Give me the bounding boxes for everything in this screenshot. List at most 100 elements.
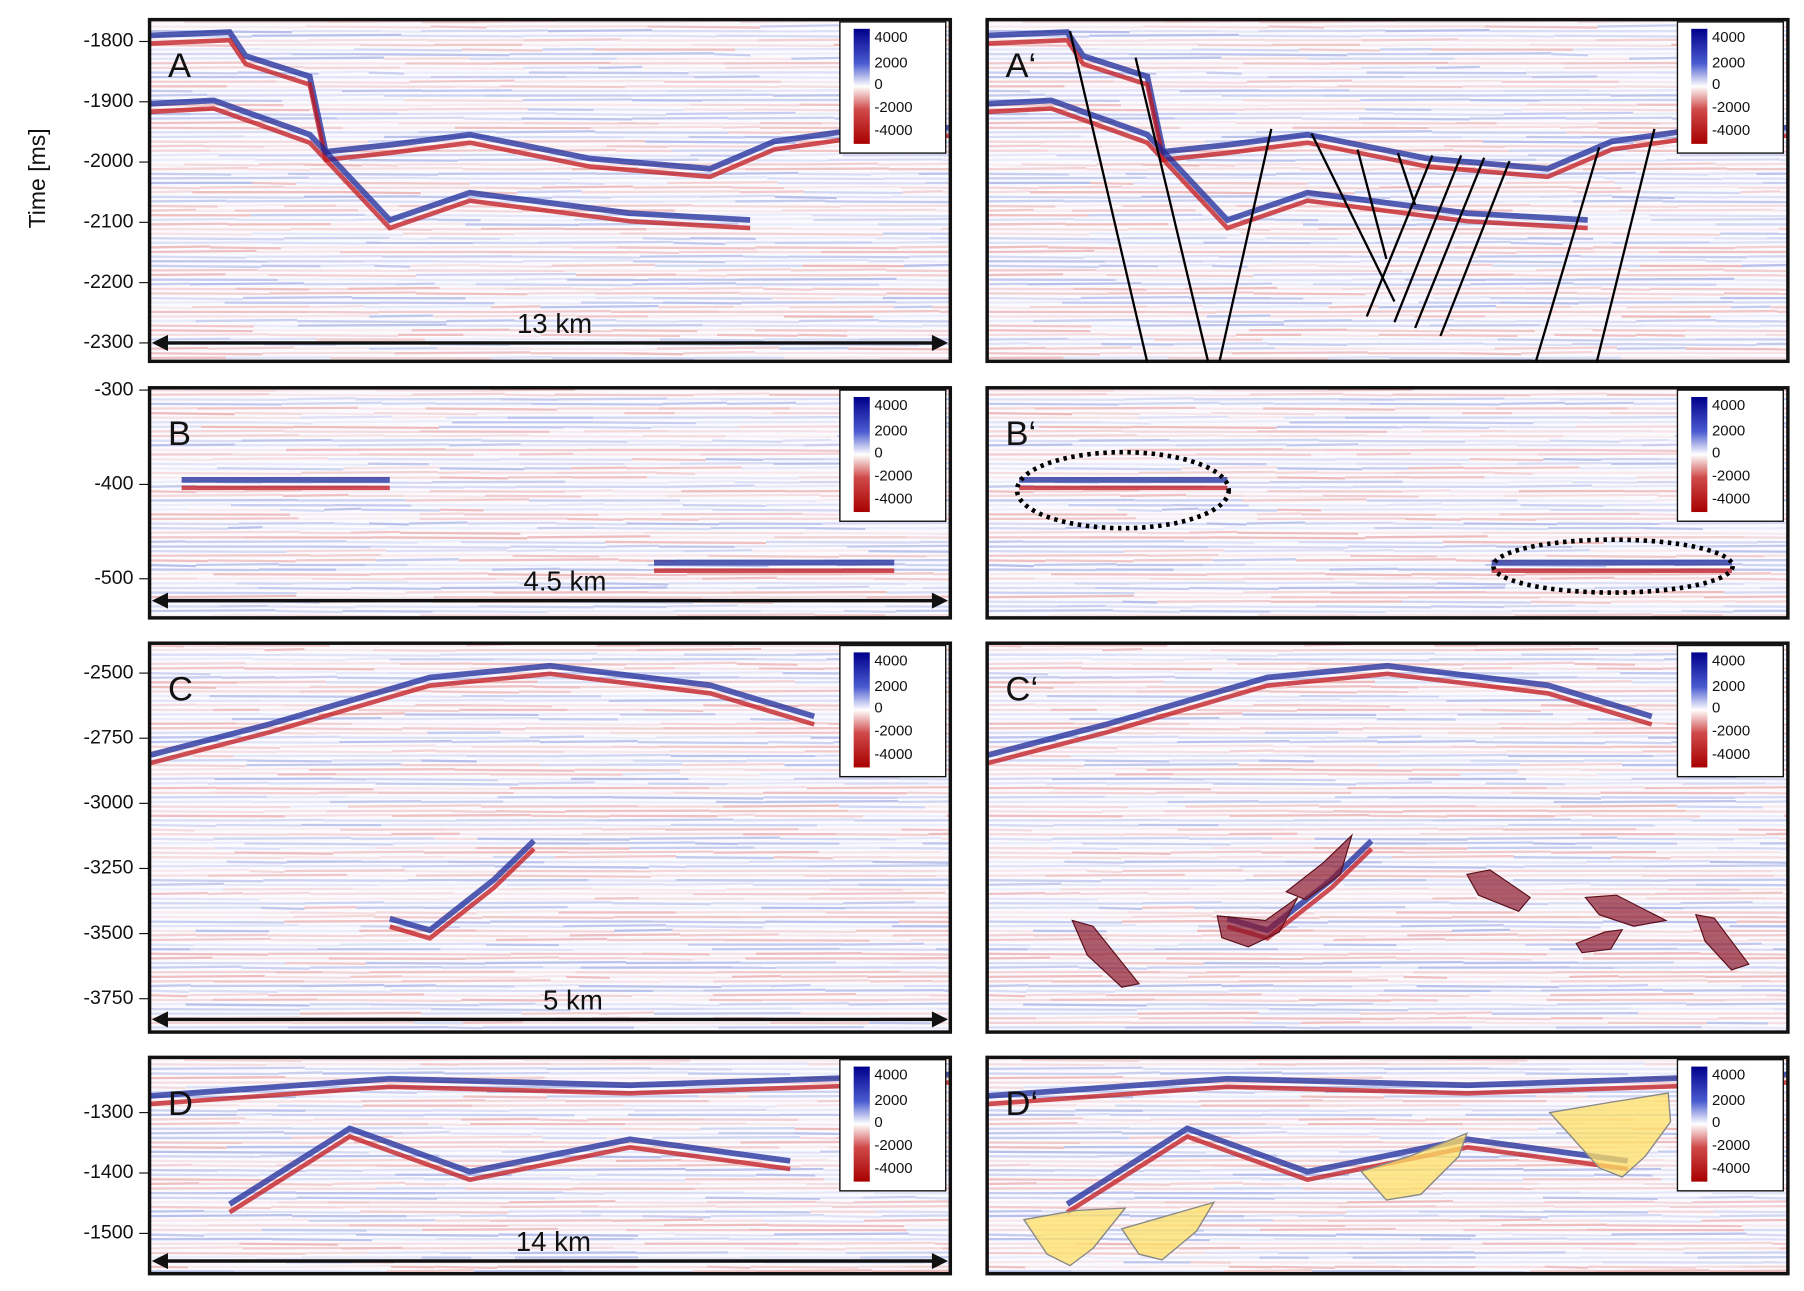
reflector xyxy=(578,984,722,989)
reflector xyxy=(432,609,549,614)
reflector xyxy=(1021,163,1097,167)
reflector xyxy=(1485,782,1565,786)
reflector xyxy=(149,300,225,304)
reflector xyxy=(1149,577,1243,581)
reflector xyxy=(1239,727,1363,731)
reflector xyxy=(401,979,551,983)
reflector xyxy=(719,1002,849,1006)
reflector xyxy=(818,850,942,854)
reflector xyxy=(773,856,833,860)
reflector xyxy=(281,401,383,406)
reflector xyxy=(1537,671,1621,675)
reflector xyxy=(987,443,1073,447)
reflector xyxy=(1661,1215,1720,1219)
reflector xyxy=(1283,319,1352,323)
reflector xyxy=(1034,406,1196,410)
reflector xyxy=(185,1003,310,1007)
reflector xyxy=(207,891,243,896)
colorbar-label: 2000 xyxy=(874,1092,907,1109)
reflector xyxy=(439,476,508,480)
reflector xyxy=(149,530,301,534)
reflector xyxy=(149,490,197,494)
reflector xyxy=(490,305,541,309)
seismic-texture xyxy=(149,1057,951,1274)
reflector xyxy=(1354,190,1420,194)
reflector xyxy=(461,1117,538,1121)
reflector xyxy=(1470,185,1570,189)
reflector xyxy=(987,952,1106,956)
reflector xyxy=(149,296,244,301)
reflector xyxy=(899,971,951,974)
reflector xyxy=(1269,690,1357,694)
reflector xyxy=(655,735,811,739)
reflector xyxy=(1375,240,1511,244)
reflector xyxy=(1135,517,1258,521)
reflector xyxy=(1559,125,1599,129)
reflector xyxy=(1023,540,1184,544)
reflector xyxy=(987,984,1029,988)
reflector xyxy=(1562,258,1707,263)
reflector xyxy=(1237,66,1361,70)
reflector xyxy=(1554,813,1592,817)
reflector xyxy=(1137,415,1230,419)
y-tick-label: -500 xyxy=(94,567,133,589)
reflector xyxy=(460,1214,507,1218)
reflector xyxy=(712,992,857,997)
reflector xyxy=(1245,269,1403,273)
reflector xyxy=(1246,581,1357,585)
reflector xyxy=(1731,305,1771,309)
reflector xyxy=(149,130,293,134)
reflector xyxy=(1504,181,1615,185)
reflector xyxy=(1095,586,1189,591)
reflector xyxy=(1503,925,1601,929)
colorbar-label: -4000 xyxy=(874,746,912,763)
reflector xyxy=(1678,309,1778,314)
reflector xyxy=(689,1058,842,1062)
reflector xyxy=(595,291,740,295)
reflector xyxy=(397,112,556,116)
reflector xyxy=(731,974,781,978)
reflector xyxy=(1474,647,1599,652)
reflector xyxy=(281,98,405,102)
reflector xyxy=(149,814,285,818)
reflector xyxy=(1593,952,1700,955)
reflector xyxy=(149,522,239,526)
reflector xyxy=(1733,609,1788,613)
reflector xyxy=(1156,70,1207,74)
reflector xyxy=(987,1150,1145,1154)
reflector xyxy=(1411,573,1525,577)
reflector xyxy=(149,172,232,176)
reflector xyxy=(1358,443,1518,447)
reflector xyxy=(1529,43,1672,48)
reflector xyxy=(987,1086,1024,1090)
reflector xyxy=(763,287,813,291)
reflector xyxy=(651,1067,732,1071)
reflector xyxy=(347,286,440,290)
reflector xyxy=(862,814,947,818)
reflector xyxy=(1485,314,1622,318)
reflector xyxy=(1715,162,1788,166)
reflector xyxy=(1487,920,1603,924)
reflector xyxy=(987,249,1095,254)
reflector xyxy=(987,337,1068,341)
reflector xyxy=(1449,796,1601,800)
colorbar-label: 0 xyxy=(1712,700,1720,717)
reflector xyxy=(708,554,839,559)
strong-reflector xyxy=(149,1071,951,1099)
reflector xyxy=(407,563,551,567)
reflector xyxy=(748,860,873,863)
reflector xyxy=(1127,804,1186,808)
reflector xyxy=(149,837,214,841)
reflector xyxy=(1484,25,1598,29)
colorbar-label: -2000 xyxy=(874,723,912,740)
reflector xyxy=(904,263,951,267)
reflector xyxy=(570,176,652,180)
strong-reflector xyxy=(149,671,815,766)
reflector xyxy=(1744,791,1788,795)
reflector xyxy=(541,185,633,189)
reflector xyxy=(1117,508,1162,512)
reflector xyxy=(1392,855,1514,859)
reflector xyxy=(1134,1196,1275,1200)
reflector xyxy=(1600,287,1651,291)
reflector xyxy=(1576,292,1724,296)
